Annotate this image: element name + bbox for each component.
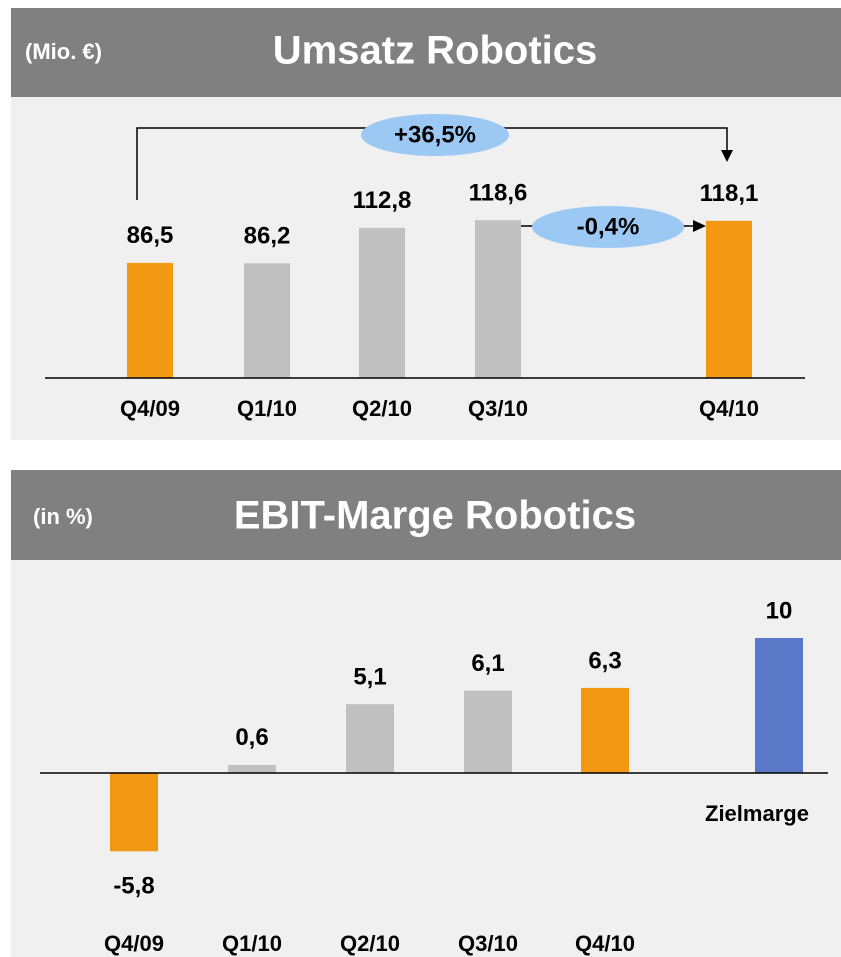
chart-title: EBIT-Marge Robotics: [234, 494, 636, 538]
annotation: +36,5%: [394, 121, 476, 148]
x-tick-label: Q3/10: [468, 396, 528, 421]
bar: [228, 764, 276, 773]
annotation-bubble: [532, 206, 684, 248]
annotation: -0,4%: [577, 213, 640, 240]
unit-label: (in %): [33, 504, 93, 529]
bar: [706, 220, 752, 378]
data-label: -5,8: [113, 873, 154, 900]
x-tick-label: Q4/09: [104, 931, 164, 956]
data-label: 5,1: [353, 663, 386, 690]
bar: [127, 262, 173, 378]
header-band: [11, 470, 841, 560]
x-tick-label: Q1/10: [222, 931, 282, 956]
bar: [464, 690, 512, 773]
chart-title: Umsatz Robotics: [273, 29, 598, 73]
data-label: 86,2: [244, 223, 291, 250]
bar: [359, 227, 405, 378]
bar: [755, 638, 803, 773]
bar: [581, 687, 629, 773]
data-label: 0,6: [235, 724, 268, 751]
unit-label: (Mio. €): [25, 39, 102, 64]
x-tick-label: Zielmarge: [705, 801, 809, 826]
data-label: 86,5: [127, 222, 174, 249]
bar: [244, 263, 290, 378]
x-tick-label: Q2/10: [352, 396, 412, 421]
bar: [110, 773, 158, 852]
x-tick-label: Q1/10: [237, 396, 297, 421]
x-tick-label: Q4/10: [575, 931, 635, 956]
x-tick-label: Q4/09: [120, 396, 180, 421]
data-label: 6,1: [471, 650, 504, 677]
arrow-head: [693, 220, 706, 232]
data-label: 112,8: [353, 187, 412, 214]
annotation-bubble: [361, 114, 509, 156]
x-tick-label: Q4/10: [699, 396, 759, 421]
panel-bg: [11, 560, 841, 957]
x-tick-label: Q3/10: [458, 931, 518, 956]
bar: [475, 220, 521, 378]
data-label: 6,3: [588, 647, 621, 674]
header-band: [11, 8, 841, 97]
arrow-head: [721, 150, 733, 162]
x-tick-label: Q2/10: [340, 931, 400, 956]
bar: [346, 704, 394, 773]
data-label: 118,1: [700, 180, 759, 207]
data-label: 10: [766, 597, 793, 624]
data-label: 118,6: [469, 180, 528, 207]
